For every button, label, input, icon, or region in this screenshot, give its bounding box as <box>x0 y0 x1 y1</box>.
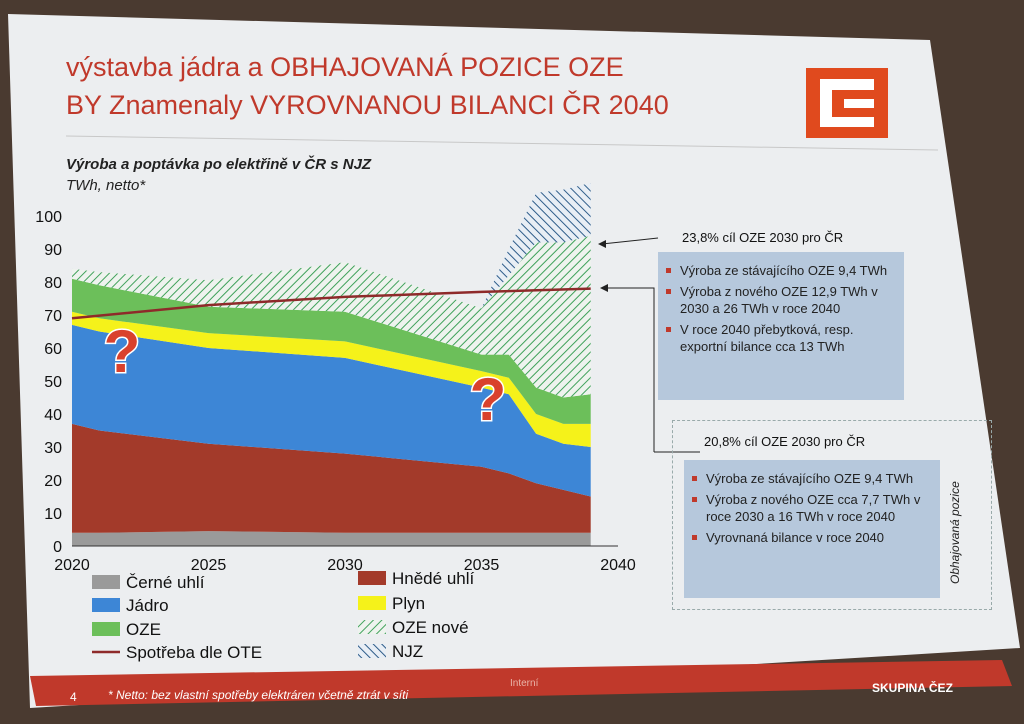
legend-label: Jádro <box>126 596 169 615</box>
line-spotreba <box>71 287 591 320</box>
slide-title-line1: výstavba jádra a OBHAJOVANÁ POZICE OZE <box>66 52 624 82</box>
y-tick-label: 50 <box>44 374 62 391</box>
x-tick-label: 2025 <box>191 557 227 574</box>
area-hnede_uhli <box>72 423 591 533</box>
chart-unit: TWh, netto* <box>66 177 146 194</box>
legend-label: Spotřeba dle OTE <box>126 643 262 662</box>
legend-swatch <box>92 598 120 612</box>
box2-item: Výroba ze stávajícího OZE 9,4 TWh <box>690 470 932 487</box>
box1-item: Výroba z nového OZE 12,9 TWh v 2030 a 26… <box>664 283 896 317</box>
legend-swatch <box>358 596 386 610</box>
legend-swatch <box>358 620 386 634</box>
legend-label: Černé uhlí <box>126 573 205 592</box>
box1-item: V roce 2040 přebytková, resp. exportní b… <box>664 321 896 355</box>
box2-list: Výroba ze stávajícího OZE 9,4 TWh Výroba… <box>684 460 940 546</box>
area-oze_nove <box>72 235 591 398</box>
y-tick-label: 30 <box>44 440 62 457</box>
y-tick-label: 0 <box>53 539 62 556</box>
box1-header: 23,8% cíl OZE 2030 pro ČR <box>682 230 844 245</box>
area-cerne_uhli <box>72 531 591 546</box>
legend-label: NJZ <box>392 642 423 661</box>
area-oze <box>72 278 591 424</box>
classification-label: Interní <box>510 678 539 689</box>
chart-legend: Černé uhlí Hnědé uhlí Jádro Plyn OZE OZE nové… <box>92 569 475 662</box>
y-tick-label: 80 <box>44 275 62 292</box>
box2-item: Výroba z nového OZE cca 7,7 TWh v roce 2… <box>690 491 932 525</box>
arrow-head <box>600 284 608 292</box>
cez-logo <box>806 68 888 138</box>
box1-list: Výroba ze stávajícího OZE 9,4 TWh Výroba… <box>658 252 904 355</box>
y-tick-label: 70 <box>44 308 62 325</box>
x-tick-label: 2035 <box>464 557 500 574</box>
box2: Výroba ze stávajícího OZE 9,4 TWh Výroba… <box>684 460 940 598</box>
chart-line <box>71 287 591 320</box>
defended-position-frame <box>672 420 992 610</box>
arrow-head <box>598 240 606 248</box>
x-tick-label: 2030 <box>327 557 363 574</box>
y-tick-label: 40 <box>44 407 62 424</box>
area-jadro <box>72 324 591 497</box>
legend-label: OZE <box>126 620 161 639</box>
y-tick-label: 60 <box>44 341 62 358</box>
x-tick-label: 2020 <box>54 557 90 574</box>
box2-header: 20,8% cíl OZE 2030 pro ČR <box>704 434 866 449</box>
y-tick-label: 20 <box>44 473 62 490</box>
page-number: 4 <box>70 690 77 704</box>
box1-item: Výroba ze stávajícího OZE 9,4 TWh <box>664 262 896 279</box>
legend-swatch <box>92 575 120 589</box>
box2-item: Vyrovnaná bilance v roce 2040 <box>690 529 932 546</box>
legend-swatch <box>358 644 386 658</box>
arrow-line <box>604 287 655 452</box>
legend-swatch <box>358 571 386 585</box>
annotation-arrows <box>598 237 700 453</box>
footnote: * Netto: bez vlastní spotřeby elektráren… <box>108 688 409 702</box>
slide-title-line2: BY Znamenaly VYROVNANOU BILANCI ČR 2040 <box>66 90 669 120</box>
chart-subtitle: Výroba a poptávka po elektřině v ČR s NJ… <box>66 156 372 173</box>
area-njz <box>72 183 591 309</box>
chart-areas <box>72 183 591 546</box>
chart-question-marks: ?? <box>102 317 508 435</box>
y-tick-label: 100 <box>35 209 62 226</box>
box1: Výroba ze stávajícího OZE 9,4 TWh Výroba… <box>658 252 904 400</box>
question-mark-icon: ? <box>104 318 141 385</box>
brand-label: SKUPINA ČEZ <box>872 681 953 695</box>
y-tick-label: 90 <box>44 242 62 259</box>
legend-label: OZE nové <box>392 618 469 637</box>
legend-label: Hnědé uhlí <box>392 569 475 588</box>
box2-side-label: Obhajovaná pozice <box>948 481 962 584</box>
area-plyn <box>72 311 591 447</box>
arrow-line <box>601 237 659 245</box>
question-mark-icon: ? <box>470 366 507 433</box>
legend-swatch <box>92 622 120 636</box>
y-tick-label: 10 <box>44 506 62 523</box>
legend-label: Plyn <box>392 594 425 613</box>
x-tick-label: 2040 <box>600 557 636 574</box>
